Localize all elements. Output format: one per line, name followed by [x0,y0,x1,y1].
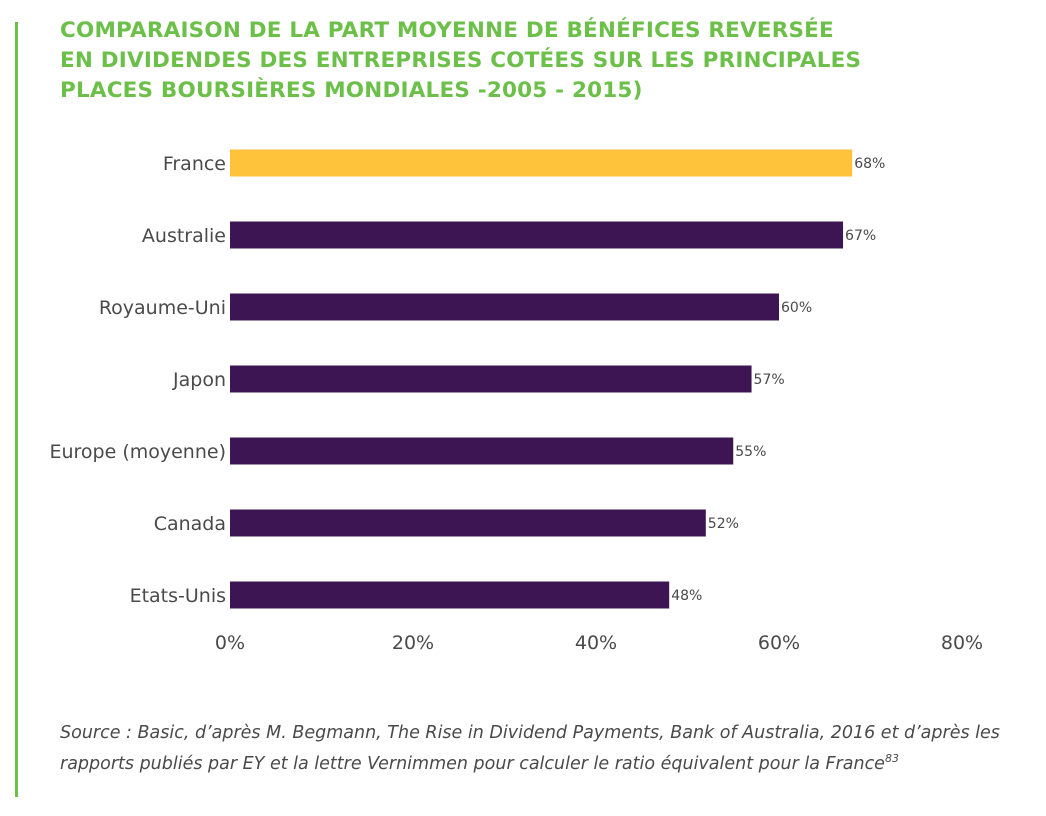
chart-title-line-3: PLACES BOURSIÈRES MONDIALES -2005 - 2015… [60,78,643,103]
data-label: 52% [708,516,739,532]
x-tick-label: 0% [215,632,245,654]
data-label: 57% [754,372,785,388]
x-tick-label: 60% [758,632,800,654]
category-label: Royaume-Uni [99,297,226,319]
bar-australie [230,221,844,249]
bar-royaume-uni [230,293,779,321]
chart-title-line-2: EN DIVIDENDES DES ENTREPRISES COTÉES SUR… [60,48,862,73]
data-label: 55% [735,444,766,460]
accent-bar [15,22,18,797]
x-tick-label: 80% [941,632,983,654]
category-label: France [163,153,226,175]
data-label: 60% [781,300,812,316]
x-tick-label: 20% [392,632,434,654]
bar-france [230,149,853,177]
bar-japon [230,365,752,393]
source-note: Source : Basic, d’après M. Begmann, The … [60,720,1010,777]
category-label: Japon [172,369,226,391]
category-label: Etats-Unis [130,585,226,607]
chart-title: COMPARAISON DE LA PART MOYENNE DE BÉNÉFI… [60,16,960,106]
category-label: Australie [142,225,226,247]
category-label: Canada [154,513,226,535]
data-label: 67% [845,228,876,244]
category-label: Europe (moyenne) [49,441,226,463]
data-label: 48% [671,588,702,604]
data-label: 68% [854,156,885,172]
bar-canada [230,509,706,537]
x-tick-label: 40% [575,632,617,654]
bar-etats-unis [230,581,670,609]
chart-title-line-1: COMPARAISON DE LA PART MOYENNE DE BÉNÉFI… [60,18,834,43]
bar-europe-moyenne [230,437,734,465]
footnote-ref: 83 [884,752,899,765]
source-text: Source : Basic, d’après M. Begmann, The … [60,723,1000,774]
